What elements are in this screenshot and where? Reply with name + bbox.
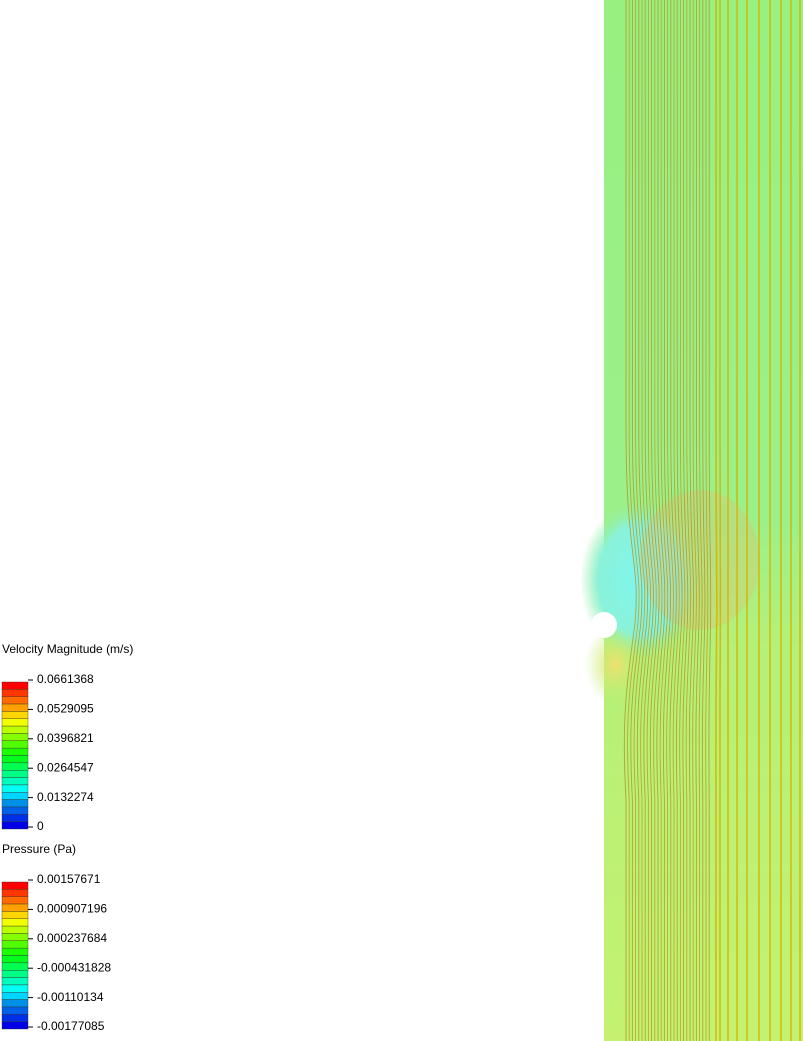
- streamline: [675, 0, 683, 1041]
- colorbar-band: [1, 733, 29, 742]
- colorbar-band: [1, 711, 29, 719]
- colorbar-band: [1, 821, 29, 830]
- colorbar-band: [1, 784, 29, 793]
- streamline: [715, 0, 718, 1041]
- tick-label: 0.00157671: [37, 872, 101, 886]
- streamline: [643, 0, 654, 1041]
- colorbar-band: [1, 1021, 29, 1030]
- streamline: [623, 0, 637, 1041]
- tick-label: -0.00110134: [37, 990, 104, 1004]
- streamline: [633, 0, 646, 1041]
- tick-label: 0.0396821: [37, 731, 94, 745]
- colorbar-band: [1, 947, 29, 956]
- streamline: [698, 0, 703, 1041]
- colorbar-band: [1, 1006, 29, 1015]
- tick-label: 0.0661368: [37, 672, 94, 686]
- colorbar-band: [1, 806, 29, 815]
- colorbar-band: [1, 955, 29, 964]
- colorbar-band: [1, 984, 29, 993]
- colorbar-band: [1, 925, 29, 934]
- colorbar-band: [1, 718, 29, 727]
- streamline: [695, 0, 700, 1041]
- colorbar-band: [1, 814, 29, 822]
- colorbar-band: [1, 792, 29, 800]
- streamline: [656, 0, 666, 1041]
- colorbar-band: [1, 896, 29, 905]
- flow-field: [580, 0, 803, 1041]
- colorbar-band: [1, 970, 29, 978]
- colorbar-band: [1, 911, 29, 919]
- tick-label: 0.0529095: [37, 702, 94, 716]
- streamline: [630, 0, 643, 1041]
- colorbar-band: [1, 725, 29, 734]
- tick-label: -0.000431828: [37, 960, 111, 974]
- colorbar-band: [1, 703, 29, 712]
- legend-title: Velocity Magnitude (m/s): [2, 642, 133, 656]
- streamline: [701, 0, 706, 1041]
- colorbar-band: [1, 933, 29, 942]
- tick-label: -0.00177085: [37, 1019, 105, 1033]
- colorbar-band: [1, 689, 29, 697]
- colorbar-band: [1, 992, 29, 1000]
- colorbar-band: [1, 977, 29, 986]
- colorbar-band: [1, 889, 29, 897]
- tick-label: 0.0132274: [37, 790, 94, 804]
- tick-label: 0.000907196: [37, 902, 107, 916]
- legend-title: Pressure (Pa): [2, 842, 76, 856]
- streamline: [653, 0, 663, 1041]
- colorbar-band: [1, 681, 29, 690]
- tick-label: 0.000237684: [37, 931, 107, 945]
- colorbar-band: [1, 940, 29, 949]
- colorbar-band: [1, 918, 29, 927]
- streamline: [692, 0, 697, 1041]
- streamline: [666, 0, 674, 1041]
- colorbar-band: [1, 747, 29, 756]
- tick-label: 0.0264547: [37, 760, 94, 774]
- streamline: [705, 0, 709, 1041]
- streamline: [640, 0, 651, 1041]
- streamline: [669, 0, 677, 1041]
- colorbar-band: [1, 740, 29, 749]
- streamline: [649, 0, 660, 1041]
- streamline: [627, 0, 640, 1041]
- streamline: [679, 0, 686, 1041]
- colorbar-band: [1, 999, 29, 1008]
- colorbar-band: [1, 777, 29, 786]
- tick-label: 0: [37, 819, 44, 833]
- streamline: [659, 0, 669, 1041]
- colorbar-band: [1, 903, 29, 912]
- colorbar-band: [1, 1014, 29, 1022]
- streamline: [682, 0, 689, 1041]
- colorbar-band: [1, 881, 29, 890]
- colorbar-band: [1, 696, 29, 705]
- streamline: [662, 0, 672, 1041]
- colorbar-band: [1, 962, 29, 971]
- colorbar-band: [1, 755, 29, 764]
- colorbar-band: [1, 770, 29, 778]
- streamline: [672, 0, 680, 1041]
- colorbar-band: [1, 799, 29, 808]
- streamline: [688, 0, 694, 1041]
- streamline: [685, 0, 692, 1041]
- colorbar-band: [1, 762, 29, 771]
- streamline: [708, 0, 712, 1041]
- streamline: [636, 0, 649, 1041]
- streamline: [646, 0, 657, 1041]
